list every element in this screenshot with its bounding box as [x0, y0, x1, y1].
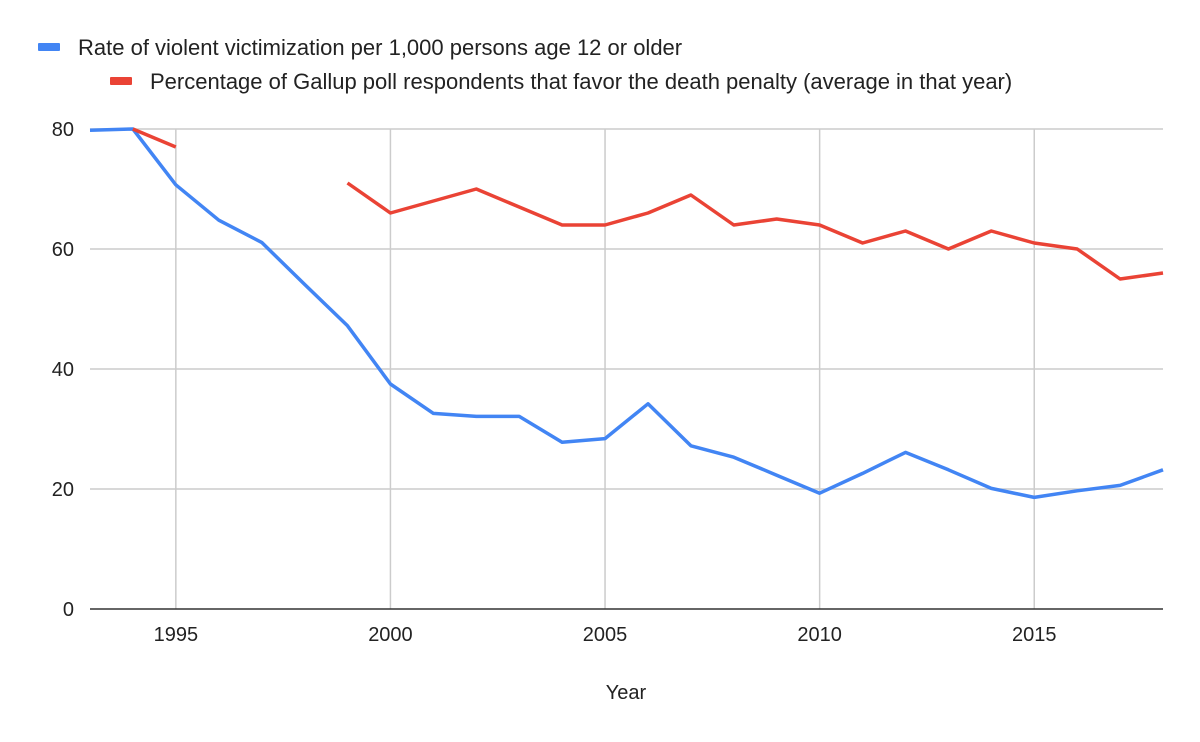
- legend-item-death-penalty[interactable]: Percentage of Gallup poll respondents th…: [110, 69, 1012, 94]
- legend-swatch-death-penalty: [110, 77, 132, 85]
- x-tick-label: 2015: [1012, 624, 1057, 646]
- legend-label-death-penalty: Percentage of Gallup poll respondents th…: [150, 69, 1012, 94]
- x-tick-label: 2010: [797, 624, 842, 646]
- x-tick-label: 1995: [154, 624, 199, 646]
- x-axis-title: Year: [606, 682, 647, 704]
- y-tick-label: 0: [63, 599, 74, 621]
- legend-label-victimization: Rate of violent victimization per 1,000 …: [78, 35, 682, 60]
- x-axis-ticks: 1995 2000 2005 2010 2015: [154, 624, 1057, 646]
- y-tick-label: 40: [52, 359, 74, 381]
- series-line-death-penalty[interactable]: [132, 127, 177, 149]
- y-tick-label: 80: [52, 119, 74, 141]
- series-line-victimization[interactable]: [89, 127, 1164, 500]
- gridlines: [90, 128, 1163, 610]
- legend-item-victimization[interactable]: Rate of violent victimization per 1,000 …: [38, 35, 682, 60]
- series-line-death-penalty[interactable]: [346, 181, 1164, 281]
- x-tick-label: 2000: [368, 624, 413, 646]
- y-axis-ticks: 0 20 40 60 80: [52, 119, 74, 621]
- legend-swatch-victimization: [38, 43, 60, 51]
- y-tick-label: 60: [52, 239, 74, 261]
- plot-area: [89, 127, 1164, 500]
- x-tick-label: 2005: [583, 624, 628, 646]
- legend: Rate of violent victimization per 1,000 …: [38, 35, 1012, 94]
- y-tick-label: 20: [52, 479, 74, 501]
